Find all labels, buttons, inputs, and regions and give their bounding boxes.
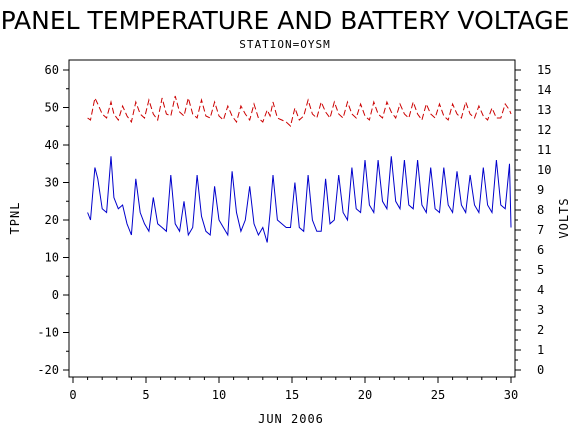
y-left-tick-label: 0 bbox=[52, 288, 59, 302]
plot-frame bbox=[68, 59, 516, 378]
y-right-tick-label: 8 bbox=[537, 203, 544, 217]
x-axis-label: JUN 2006 bbox=[258, 412, 324, 426]
y-left-tick-label: 50 bbox=[45, 101, 59, 115]
y-right-tick-label: 6 bbox=[537, 243, 544, 257]
x-tick-label: 25 bbox=[431, 388, 445, 402]
series-layer bbox=[87, 95, 512, 243]
y-left-tick-label: 40 bbox=[45, 138, 59, 152]
x-tick-label: 10 bbox=[212, 388, 226, 402]
x-tick-label: 30 bbox=[504, 388, 518, 402]
y-right-tick-label: 14 bbox=[537, 83, 551, 97]
y-right-tick-label: 1 bbox=[537, 343, 544, 357]
ticks-layer: 0 5 10 15 20 25 30-20-100102030405060012345678… bbox=[37, 63, 551, 402]
chart-title: PANEL TEMPERATURE AND BATTERY VOLTAGE bbox=[1, 6, 570, 35]
y-left-tick-label: 10 bbox=[45, 251, 59, 265]
y-right-tick-label: 11 bbox=[537, 143, 551, 157]
y-right-tick-label: 5 bbox=[537, 263, 544, 277]
y-right-tick-label: 2 bbox=[537, 323, 544, 337]
y-left-tick-label: 30 bbox=[45, 176, 59, 190]
y-left-tick-label: -10 bbox=[37, 326, 59, 340]
y-right-tick-label: 3 bbox=[537, 303, 544, 317]
y-left-tick-label: 20 bbox=[45, 213, 59, 227]
y-right-tick-label: 15 bbox=[537, 63, 551, 77]
x-tick-label: 0 bbox=[69, 388, 76, 402]
x-tick-label: 20 bbox=[358, 388, 372, 402]
x-tick-label: 5 bbox=[142, 388, 149, 402]
chart-subtitle: STATION=OYSM bbox=[239, 38, 330, 51]
y-right-tick-label: 7 bbox=[537, 223, 544, 237]
y-left-tick-label: -20 bbox=[37, 363, 59, 377]
y-right-tick-label: 13 bbox=[537, 103, 551, 117]
y-axis-label-right: VOLTS bbox=[557, 197, 570, 238]
series-panel-temp-line bbox=[87, 156, 512, 243]
y-right-tick-label: 4 bbox=[537, 283, 544, 297]
y-left-tick-label: 60 bbox=[45, 63, 59, 77]
x-tick-label: 15 bbox=[285, 388, 299, 402]
y-right-tick-label: 10 bbox=[537, 163, 551, 177]
y-right-tick-label: 0 bbox=[537, 363, 544, 377]
series-battery-volts-line bbox=[87, 95, 512, 127]
y-right-tick-label: 12 bbox=[537, 123, 551, 137]
y-right-tick-label: 9 bbox=[537, 183, 544, 197]
y-axis-label-left: TPNL bbox=[8, 202, 22, 235]
